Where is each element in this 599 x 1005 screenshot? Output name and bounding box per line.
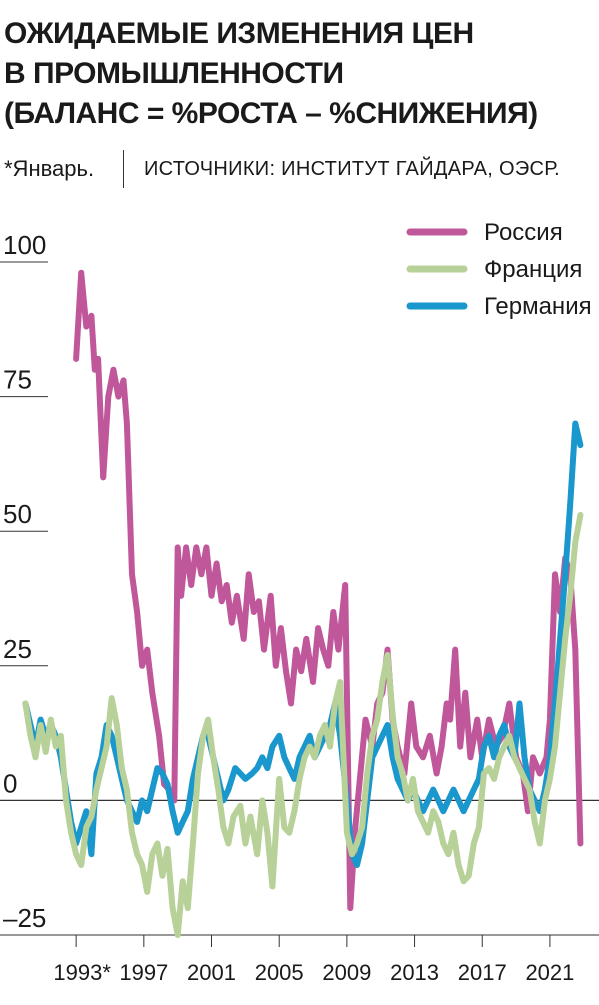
title-line-2: В ПРОМЫШЛЕННОСТИ	[4, 57, 344, 90]
separator-line	[123, 150, 124, 188]
y-tick-label: 25	[3, 634, 32, 664]
y-tick-label: 50	[3, 499, 32, 529]
axis-layer: 100 75 50 25 0 –25 1993* 1997 2001 2005 2009 2013 20…	[0, 230, 599, 985]
y-tick-label: 75	[3, 365, 32, 395]
x-tick-label: 2013	[390, 960, 439, 985]
title-line-1: ОЖИДАЕМЫЕ ИЗМЕНЕНИЯ ЦЕН	[4, 17, 474, 50]
legend-item-germany: Германия	[406, 293, 592, 320]
series-line-russia	[73, 269, 584, 912]
chart-title: ОЖИДАЕМЫЕ ИЗМЕНЕНИЯ ЦЕН В ПРОМЫШЛЕННОСТИ…	[4, 14, 594, 134]
source-note: ИСТОЧНИКИ: ИНСТИТУТ ГАЙДАРА, ОЭСР.	[144, 158, 561, 180]
y-tick-label: 100	[3, 230, 46, 260]
x-tick-label: 2001	[187, 960, 236, 985]
series-layer	[22, 269, 584, 938]
legend-item-russia: Россия	[406, 219, 563, 246]
note-row: *Январь. ИСТОЧНИКИ: ИНСТИТУТ ГАЙДАРА, ОЭ…	[4, 150, 594, 190]
legend-item-france: Франция	[406, 256, 582, 283]
x-tick-label: 1997	[119, 960, 168, 985]
footnote: *Январь.	[4, 156, 95, 181]
x-tick-label: 1993*	[53, 960, 111, 985]
legend-label: Германия	[484, 293, 592, 320]
series-line-france	[22, 512, 584, 938]
x-tick-label: 2021	[525, 960, 574, 985]
legend-label: Россия	[484, 219, 563, 246]
x-tick-label: 2005	[255, 960, 304, 985]
legend: Россия Франция Германия	[406, 219, 592, 320]
y-tick-label: 0	[3, 768, 17, 798]
series-line-germany	[22, 420, 584, 868]
y-tick-label: –25	[3, 903, 46, 933]
legend-label: Франция	[484, 256, 582, 283]
x-tick-label: 2009	[322, 960, 371, 985]
x-tick-label: 2017	[458, 960, 507, 985]
title-line-3: (БАЛАНС = %РОСТА – %СНИЖЕНИЯ)	[4, 97, 538, 130]
